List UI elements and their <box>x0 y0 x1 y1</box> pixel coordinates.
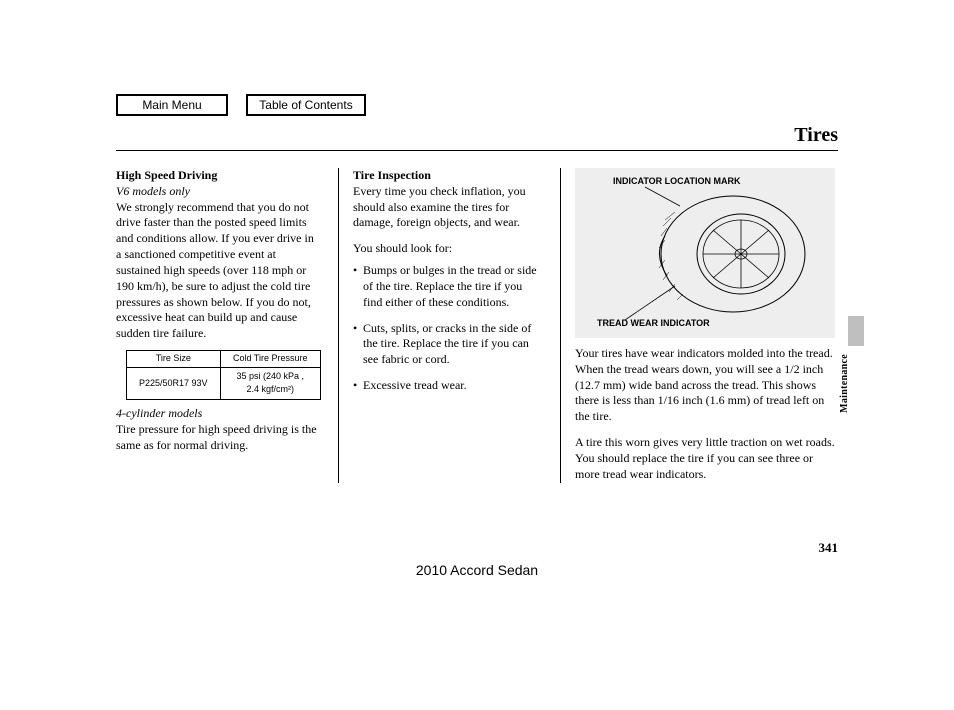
tread-wear-p2: A tire this worn gives very little tract… <box>575 435 838 482</box>
bullet-cuts: Cuts, splits, or cracks in the side of t… <box>353 321 542 368</box>
page-title: Tires <box>794 124 838 147</box>
column-high-speed-driving: High Speed Driving V6 models only We str… <box>116 168 338 483</box>
body-high-speed: We strongly recommend that you do not dr… <box>116 200 320 342</box>
footer-model: 2010 Accord Sedan <box>0 562 954 578</box>
td-tire-size: P225/50R17 93V <box>127 367 221 399</box>
tire-pressure-table: Tire Size Cold Tire Pressure P225/50R17 … <box>126 350 321 400</box>
table-of-contents-button[interactable]: Table of Contents <box>246 94 366 116</box>
subhead-v6: V6 models only <box>116 184 320 200</box>
tire-diagram: INDICATOR LOCATION MARK TREAD WEAR INDIC… <box>575 168 835 338</box>
th-tire-size: Tire Size <box>127 351 221 368</box>
column-tire-inspection: Tire Inspection Every time you check inf… <box>338 168 560 483</box>
section-tab <box>848 316 864 346</box>
tread-wear-p1: Your tires have wear indicators molded i… <box>575 346 838 425</box>
main-menu-button[interactable]: Main Menu <box>116 94 228 116</box>
subhead-4cyl: 4-cylinder models <box>116 406 320 422</box>
column-tread-wear: INDICATOR LOCATION MARK TREAD WEAR INDIC… <box>560 168 838 483</box>
body-4cyl: Tire pressure for high speed driving is … <box>116 422 320 454</box>
title-rule <box>116 150 838 151</box>
pressure-line2: 2.4 kgf/cm²) <box>247 384 295 394</box>
bullet-bumps: Bumps or bulges in the tread or side of … <box>353 263 542 310</box>
inspection-bullets: Bumps or bulges in the tread or side of … <box>353 263 542 394</box>
nav-buttons: Main Menu Table of Contents <box>116 94 366 116</box>
bullet-wear: Excessive tread wear. <box>353 378 542 394</box>
lookfor-label: You should look for: <box>353 241 542 257</box>
pressure-line1: 35 psi (240 kPa , <box>237 371 305 381</box>
th-cold-pressure: Cold Tire Pressure <box>220 351 320 368</box>
heading-high-speed: High Speed Driving <box>116 168 320 184</box>
tire-illustration <box>575 168 835 338</box>
heading-inspection: Tire Inspection <box>353 168 542 184</box>
td-pressure: 35 psi (240 kPa , 2.4 kgf/cm²) <box>220 367 320 399</box>
intro-inspection: Every time you check inflation, you shou… <box>353 184 542 231</box>
page-number: 341 <box>819 540 839 556</box>
section-label-maintenance: Maintenance <box>839 354 850 413</box>
content-columns: High Speed Driving V6 models only We str… <box>116 168 838 483</box>
